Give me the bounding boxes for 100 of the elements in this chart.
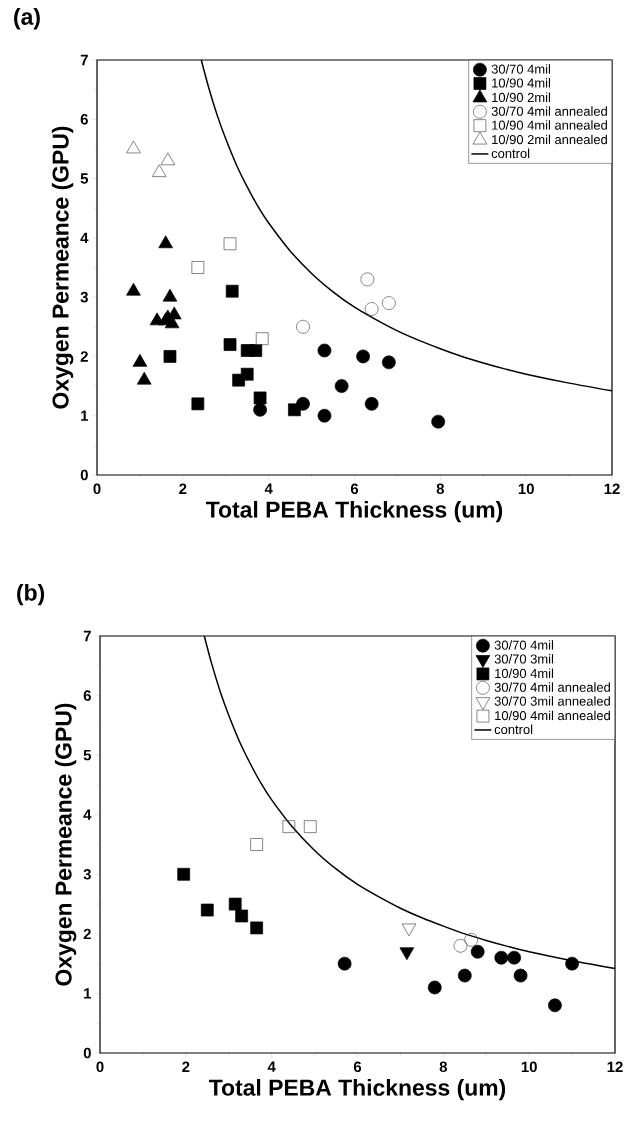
legend-label: 10/90 4mil annealed [492, 120, 607, 130]
y-tick-label: 1 [81, 410, 89, 421]
point [356, 349, 370, 364]
point [126, 282, 141, 296]
legend-label: 10/90 4mil [495, 668, 554, 679]
point [303, 820, 317, 833]
chart-title: (b) [17, 583, 45, 606]
point [513, 968, 528, 983]
legend-label: 10/90 4mil [492, 78, 551, 88]
legend-label: 10/90 2mil annealed [492, 134, 607, 145]
legend-label: control [494, 724, 533, 735]
x-tick-label: 10 [518, 483, 534, 495]
point [240, 367, 254, 381]
point [282, 820, 296, 833]
y-tick-label: 2 [80, 351, 88, 362]
legend-label: 30/70 4mil annealed [491, 106, 607, 116]
point [548, 998, 562, 1013]
x-tick-label: 8 [439, 1061, 448, 1073]
point [225, 284, 239, 298]
point [494, 950, 509, 965]
point [136, 371, 152, 385]
point [565, 956, 579, 971]
chart-title: (a) [14, 8, 40, 30]
x-tick-label: 10 [521, 1061, 537, 1073]
y-tick-label: 0 [80, 469, 88, 481]
y-axis-title: Oxygen Permeance (GPU) [51, 126, 74, 409]
legend-label: 30/70 4mil annealed [494, 682, 610, 692]
y-tick-label: 6 [80, 113, 88, 125]
x-axis-title: Total PEBA Thickness (um) [209, 1078, 506, 1101]
point [453, 938, 468, 953]
x-tick-label: 12 [604, 483, 620, 494]
point [228, 897, 242, 911]
point [191, 261, 205, 274]
y-tick-label: 3 [83, 868, 91, 880]
legend-label: 30/70 3mil annealed [494, 696, 610, 706]
point [250, 838, 263, 851]
point [317, 343, 332, 358]
point [223, 237, 237, 251]
point [253, 402, 267, 417]
legend-label: 10/90 2mil [492, 92, 551, 102]
y-tick-label: 7 [83, 630, 91, 642]
point [288, 403, 301, 417]
y-tick-label: 1 [84, 988, 92, 999]
x-tick-label: 6 [350, 483, 359, 495]
point [249, 344, 263, 357]
point [337, 956, 352, 971]
point [162, 288, 178, 302]
point [158, 235, 173, 249]
x-tick-label: 12 [607, 1061, 623, 1072]
legend-label: 10/90 4mil annealed [495, 710, 610, 721]
point [507, 950, 521, 965]
point [177, 867, 191, 881]
legend-label: control [491, 148, 530, 159]
legend-label: 30/70 3mil [494, 654, 554, 664]
point [191, 397, 205, 411]
y-tick-label: 6 [83, 690, 91, 701]
x-tick-label: 0 [96, 1061, 104, 1073]
point [364, 397, 379, 411]
x-tick-label: 2 [179, 483, 187, 494]
legend-label: 30/70 4mil [494, 640, 554, 650]
point [364, 302, 379, 316]
point [381, 296, 396, 310]
point [317, 408, 332, 423]
x-tick-label: 8 [436, 483, 445, 495]
point [200, 903, 214, 917]
x-axis-title: Total PEBA Thickness (um) [206, 500, 503, 523]
x-tick-label: 4 [267, 1061, 276, 1072]
point [250, 921, 263, 935]
point [235, 909, 248, 923]
x-tick-label: 4 [264, 483, 273, 494]
y-tick-label: 4 [83, 809, 92, 820]
x-tick-label: 0 [93, 483, 101, 495]
y-tick-label: 4 [80, 232, 89, 243]
y-tick-label: 5 [80, 173, 89, 184]
legend-label: 30/70 4mil [491, 64, 551, 74]
x-tick-label: 2 [182, 1061, 190, 1072]
point [464, 932, 479, 947]
point [470, 944, 485, 959]
point [457, 968, 472, 983]
point [381, 355, 396, 370]
point [360, 272, 375, 287]
y-tick-label: 3 [80, 291, 88, 303]
y-tick-label: 5 [83, 749, 92, 761]
point [255, 332, 269, 345]
point [223, 338, 237, 351]
point [160, 152, 176, 166]
y-tick-label: 0 [83, 1047, 91, 1059]
point [253, 391, 267, 405]
point [427, 980, 442, 995]
point [132, 354, 148, 367]
y-tick-label: 7 [80, 54, 88, 66]
point [151, 164, 167, 177]
x-tick-label: 6 [353, 1061, 362, 1073]
point [334, 379, 349, 393]
y-axis-title: Oxygen Permeance (GPU) [54, 703, 77, 986]
point [296, 319, 310, 334]
point [126, 140, 141, 154]
y-tick-label: 2 [83, 928, 91, 940]
point [163, 350, 177, 363]
point [431, 414, 446, 429]
